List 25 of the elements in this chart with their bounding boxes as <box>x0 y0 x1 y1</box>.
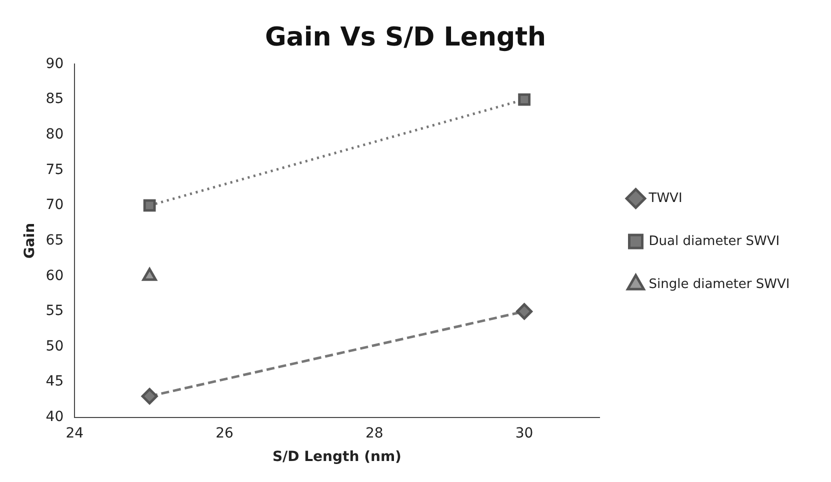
y-tick-label: 55 <box>46 303 64 320</box>
y-tick-label: 80 <box>46 126 64 142</box>
y-tick-label: 45 <box>46 374 64 390</box>
y-tick-label: 50 <box>46 338 64 354</box>
legend-label: Single diameter SWVI <box>648 276 790 292</box>
y-tick-label: 60 <box>46 268 64 284</box>
y-tick-label: 70 <box>46 197 64 214</box>
y-tick-label: 40 <box>46 409 64 426</box>
y-tick-label: 65 <box>46 232 64 248</box>
x-tick-label: 24 <box>66 425 84 442</box>
point <box>141 388 158 404</box>
x-axis-title: S/D Length (nm) <box>272 449 402 466</box>
y-axis-title: Gain <box>22 222 38 259</box>
legend-label: Dual diameter SWVI <box>648 234 780 249</box>
y-tick-label: 85 <box>46 91 64 108</box>
x-tick-label: 28 <box>365 425 384 442</box>
legend-label: TWVI <box>648 190 682 206</box>
point <box>518 93 530 106</box>
x-tick-label: 26 <box>216 425 234 442</box>
y-tick-label: 75 <box>46 162 64 178</box>
point <box>143 199 156 212</box>
point <box>516 303 533 320</box>
x-tick-label: 30 <box>515 425 534 442</box>
chart-title: Gain Vs S/D Length <box>264 22 546 52</box>
y-tick-label: 90 <box>46 56 64 72</box>
